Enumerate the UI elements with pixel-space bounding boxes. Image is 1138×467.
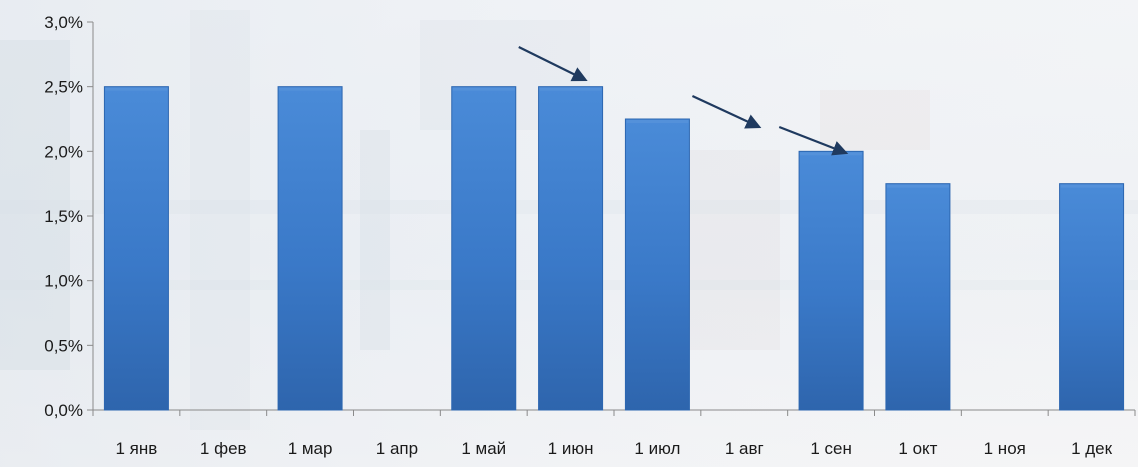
bar [538, 86, 604, 411]
bar [885, 183, 951, 411]
bar [451, 86, 517, 411]
bar-highlight [452, 87, 515, 91]
annotation-arrow [691, 95, 762, 129]
annotation-arrow [518, 46, 588, 82]
x-tick-label: 1 июл [634, 439, 680, 458]
x-tick-label: 1 авг [725, 439, 764, 458]
y-tick-label: 3,0% [44, 13, 83, 32]
bar [1059, 183, 1125, 411]
y-tick-label: 2,5% [44, 78, 83, 97]
bar-highlight [886, 184, 949, 188]
bar-highlight [626, 120, 689, 123]
bar [103, 86, 169, 411]
y-tick-label: 2,0% [44, 142, 83, 161]
x-tick-label: 1 мар [288, 439, 333, 458]
bar-highlight [105, 87, 168, 91]
bar-highlight [279, 87, 342, 91]
y-tick-label: 1,5% [44, 207, 83, 226]
x-tick-label: 1 апр [376, 439, 418, 458]
y-tick-label: 1,0% [44, 272, 83, 291]
bar [798, 150, 864, 411]
bar-highlight [1060, 184, 1123, 188]
bars [103, 86, 1125, 411]
bar [277, 86, 343, 411]
y-tick-label: 0,0% [44, 401, 83, 420]
bar-highlight [539, 87, 602, 91]
y-tick-label: 0,5% [44, 336, 83, 355]
annotation-arrow [778, 125, 849, 156]
x-axis: 1 янв 1 фев 1 мар 1 апр 1 май 1 июн 1 июл 1 авг… [92, 409, 1136, 458]
bar [624, 118, 690, 411]
x-tick-label: 1 янв [116, 439, 158, 458]
x-tick-label: 1 ноя [984, 439, 1026, 458]
y-axis: 0,0% 0,5% 1,0% 1,5% 2,0% 2,5% 3,0% [44, 13, 94, 420]
x-tick-label: 1 июн [548, 439, 594, 458]
x-tick-label: 1 май [461, 439, 506, 458]
x-tick-label: 1 фев [200, 439, 247, 458]
bar-highlight [800, 152, 863, 156]
annotation-arrows [518, 46, 849, 156]
x-tick-label: 1 сен [810, 439, 852, 458]
x-tick-label: 1 дек [1071, 439, 1113, 458]
x-tick-label: 1 окт [898, 439, 937, 458]
